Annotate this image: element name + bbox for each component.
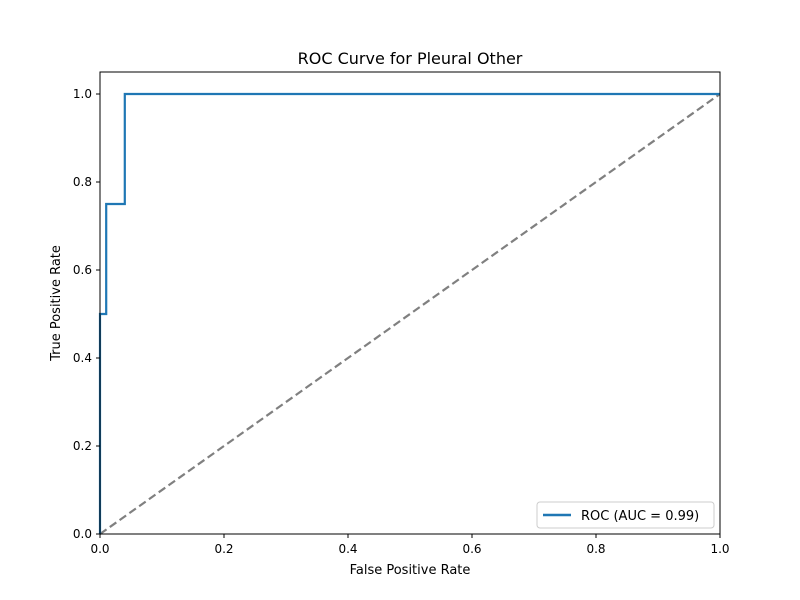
y-tick-label: 0.2	[73, 439, 92, 453]
y-tick-label: 0.8	[73, 175, 92, 189]
axis-ticks: 0.0 0.2 0.4 0.6 0.8 1.0 0.0 0.2 0.4 0.6 0.8 1.0	[73, 87, 730, 556]
x-tick-label: 0.0	[90, 542, 109, 556]
x-axis-label: False Positive Rate	[350, 563, 471, 578]
legend-entry-roc: ROC (AUC = 0.99)	[581, 509, 699, 524]
y-tick-label: 0.6	[73, 263, 92, 277]
legend: ROC (AUC = 0.99)	[536, 501, 715, 529]
x-tick-label: 0.8	[586, 542, 605, 556]
chart-title: ROC Curve for Pleural Other	[298, 49, 523, 68]
x-tick-label: 0.2	[214, 542, 233, 556]
y-axis-label: True Positive Rate	[49, 245, 64, 362]
legend-box	[536, 501, 715, 529]
chance-diagonal-line	[99, 93, 721, 535]
y-tick-label: 0.4	[73, 351, 92, 365]
y-tick-label: 0.0	[73, 527, 92, 541]
plot-frame	[99, 71, 721, 535]
plot-area	[98, 71, 721, 535]
x-tick-label: 0.6	[462, 542, 481, 556]
y-tick-label: 1.0	[73, 87, 92, 101]
x-tick-label: 1.0	[710, 542, 729, 556]
x-tick-label: 0.4	[338, 542, 357, 556]
